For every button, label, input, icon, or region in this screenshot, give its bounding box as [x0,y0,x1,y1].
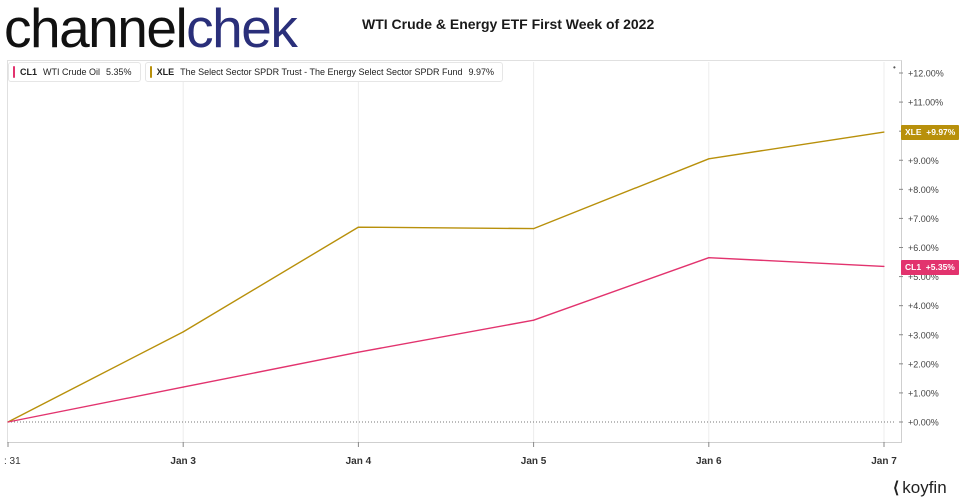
legend-ticker-cl1: CL1 [20,67,38,77]
data-point-cl1 [883,265,885,268]
legend-name-xle: The Select Sector SPDR Trust - The Energ… [180,67,463,77]
data-point-cl1 [357,351,359,353]
legend-value-xle: 9.97% [468,67,495,77]
data-point-xle [533,227,535,230]
y-tick-label: +6.00% [908,243,939,253]
end-tag-xle: XLE +9.97% [901,125,960,140]
y-tick-label: +12.00% [908,69,944,79]
data-point-cl1 [533,319,535,321]
koyfin-watermark: ⟨ koyfin [893,478,947,498]
chart-title: WTI Crude & Energy ETF First Week of 202… [362,16,655,32]
x-tick-label: Jan 3 [170,456,196,467]
end-tag-xle-ticker: XLE [905,127,922,137]
data-point-xle [883,131,885,133]
y-tick-label: +0.00% [908,418,939,428]
data-point-xle [357,226,359,228]
series-line-xle [7,131,885,423]
x-tick-label: Jan 6 [696,456,722,467]
y-tick-label: +9.00% [908,156,939,166]
y-tick-label: +7.00% [908,214,939,224]
end-tag-cl1-value: +5.35% [925,262,955,272]
data-point-xle [182,331,184,333]
data-point-xle [708,158,710,160]
end-tag-cl1: CL1 +5.35% [901,260,959,275]
chart-frame [7,60,902,443]
legend-item-xle[interactable]: XLE The Select Sector SPDR Trust - The E… [144,62,504,82]
end-tag-cl1-ticker: CL1 [905,262,922,272]
channelchek-logo: channelchek [4,0,298,59]
series-line-cl1 [7,256,885,423]
y-tick-label: +8.00% [908,185,939,195]
y-tick-label: +1.00% [908,388,939,398]
y-tick-label: +3.00% [908,330,939,340]
y-tick-label: +11.00% [908,98,943,108]
y-tick-label: +2.00% [908,359,939,369]
x-tick-label: Jan 4 [346,456,372,467]
legend-swatch-xle [149,66,152,78]
legend-item-cl1[interactable]: CL1 WTI Crude Oil 5.35% [8,62,141,82]
legend-name-cl1: WTI Crude Oil [43,67,101,77]
data-point-cl1 [7,421,9,423]
koyfin-logo-icon: ⟨ [893,480,900,497]
legend-value-cl1: 5.35% [106,67,132,77]
legend-ticker-xle: XLE [156,67,175,77]
y-tick-label: +5.00% [908,272,939,282]
chart-menu-icon[interactable]: • [893,63,896,72]
y-tick-label: +4.00% [908,301,939,311]
koyfin-wordmark: koyfin [902,478,947,497]
chart-legend: CL1 WTI Crude Oil 5.35% XLE The Select S… [8,62,504,82]
legend-swatch-cl1 [13,66,15,78]
data-point-cl1 [182,386,184,388]
logo-part-chek: chek [186,0,298,59]
data-point-cl1 [708,257,710,259]
end-tag-xle-value: +9.97% [926,127,956,137]
x-tick-label: Jan 7 [871,456,897,467]
logo-part-channel: channel [4,0,188,59]
x-tick-label: Jan 5 [521,456,547,467]
x-tick-label: : 31 [4,456,21,467]
